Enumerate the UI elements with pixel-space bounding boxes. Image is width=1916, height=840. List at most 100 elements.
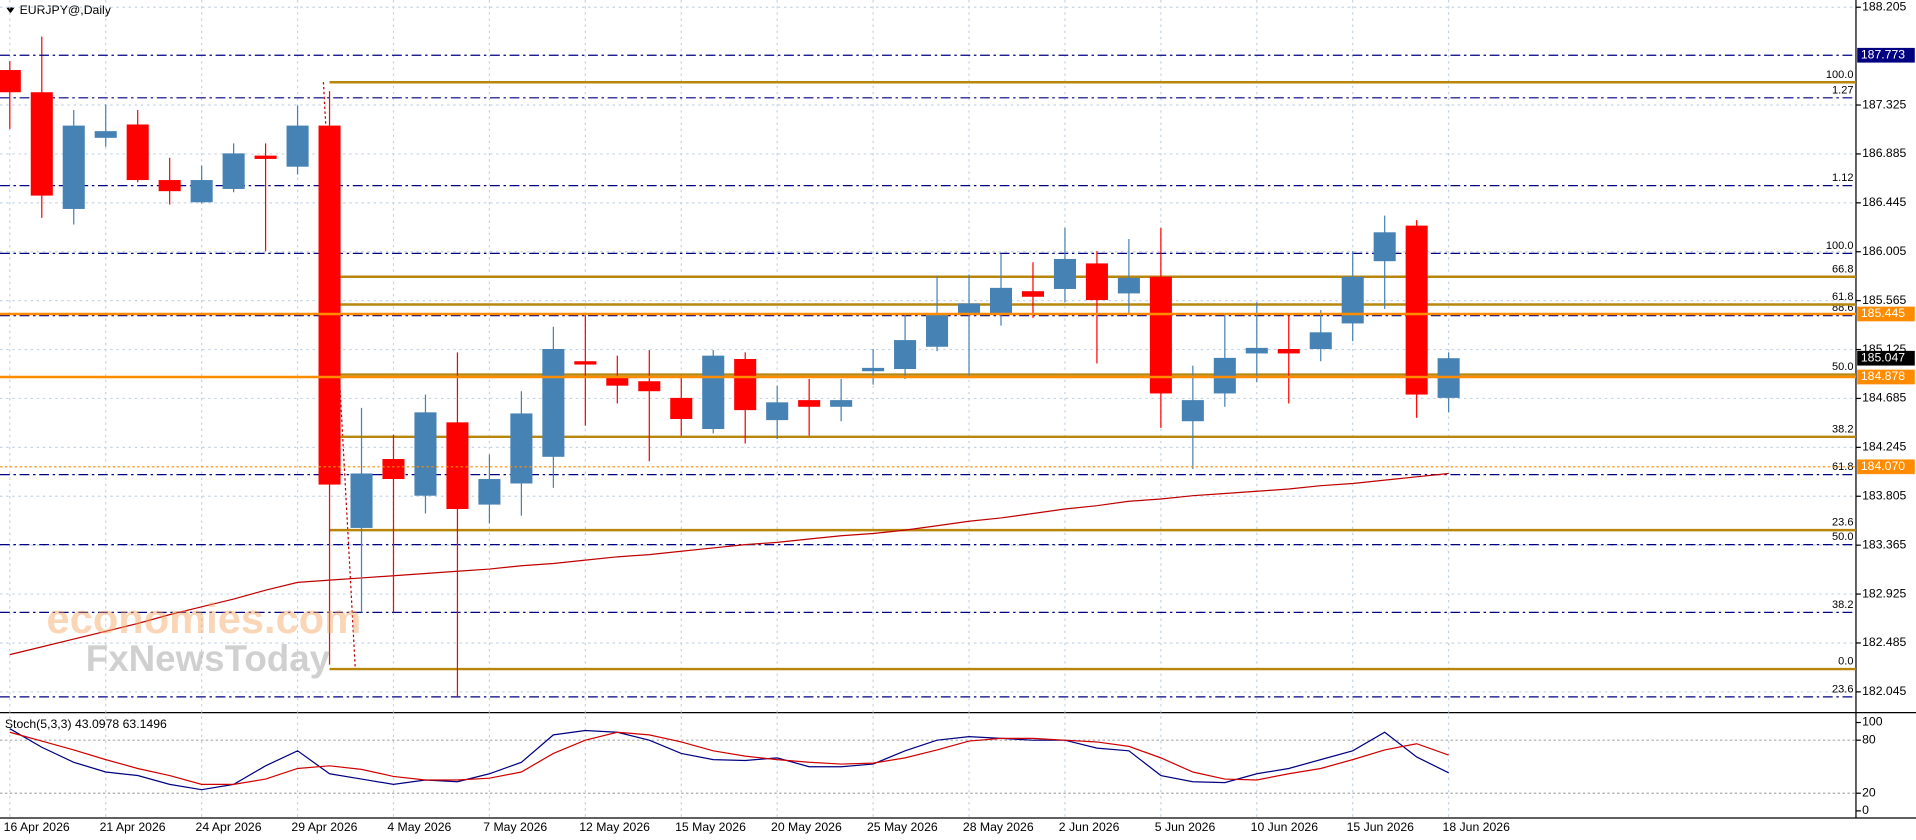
candle-body: [1181, 400, 1204, 422]
candle-body: [1053, 258, 1076, 289]
y-tick-label: 186.885: [1862, 146, 1906, 160]
candle-body: [350, 473, 373, 528]
y-tick-label: 184.685: [1862, 391, 1906, 405]
x-tick-label: 29 Apr 2026: [291, 820, 357, 834]
candle-body: [606, 376, 629, 386]
x-tick-label: 15 Jun 2026: [1347, 820, 1415, 834]
candle-body: [989, 287, 1013, 314]
y-tick-label: 185.565: [1862, 293, 1906, 307]
level-label: 38.2: [1832, 423, 1853, 435]
candle-body: [318, 125, 341, 485]
level-label: 66.8: [1832, 263, 1853, 275]
x-tick-label: 12 May 2026: [579, 820, 650, 834]
level-label: 100.0: [1826, 240, 1854, 252]
level-label: 61.8: [1832, 291, 1853, 303]
candle-body: [958, 303, 981, 314]
candle-body: [382, 459, 405, 480]
candle-body: [0, 70, 21, 93]
candle-body: [926, 314, 949, 347]
level-label: 23.6: [1832, 683, 1853, 695]
level-label: 50.0: [1832, 531, 1853, 543]
y-tick-label: 182.045: [1862, 684, 1906, 698]
candle-body: [1213, 357, 1236, 394]
level-label: 0.0: [1838, 656, 1853, 668]
candle-body: [830, 400, 853, 407]
level-label: 88.6: [1832, 302, 1853, 314]
indicator-title: Stoch(5,3,3) 43.0978 63.1496: [5, 717, 167, 731]
watermark-text: economies.com: [47, 595, 362, 642]
y-tick-label: 187.325: [1862, 97, 1906, 111]
x-tick-label: 21 Apr 2026: [100, 820, 166, 834]
candle-body: [1149, 276, 1172, 394]
candle-body: [1309, 332, 1332, 349]
menu-arrow[interactable]: [6, 7, 15, 14]
candle-body: [894, 340, 917, 369]
candle-body: [1085, 263, 1108, 301]
candle-body: [862, 367, 885, 372]
candle-body: [190, 180, 213, 203]
x-tick-label: 15 May 2026: [675, 820, 746, 834]
candle-body: [574, 361, 597, 365]
y-tick-label: 184.245: [1862, 440, 1906, 454]
candle-body: [702, 355, 725, 430]
watermark: economies.com FxNewsToday: [47, 595, 362, 679]
candle-body: [254, 155, 277, 159]
y-tick-label: 0: [1862, 803, 1869, 817]
candle-body: [1341, 276, 1364, 324]
price-tag-label: 185.047: [1861, 350, 1905, 364]
candle-body: [414, 412, 437, 496]
candle-body: [766, 402, 789, 421]
y-tick-label: 186.445: [1862, 195, 1906, 209]
candle-body: [1373, 232, 1396, 262]
price-tag: [1857, 369, 1915, 385]
candle-body: [158, 180, 181, 192]
level-label: 38.2: [1832, 599, 1853, 611]
moving-average: [9, 472, 1449, 656]
candle-body: [126, 124, 149, 181]
price-tag: [1857, 459, 1915, 475]
candle-body: [542, 348, 565, 457]
y-tick-label: 183.365: [1862, 537, 1906, 551]
x-tick-label: 25 May 2026: [867, 820, 938, 834]
x-tick-label: 4 May 2026: [387, 820, 451, 834]
candle-body: [798, 400, 821, 407]
price-tag-label: 184.070: [1861, 459, 1905, 473]
price-tag: [1857, 47, 1915, 63]
candle-body: [94, 131, 117, 138]
candle-body: [1245, 347, 1268, 354]
candle-body: [446, 422, 469, 510]
x-tick-label: 24 Apr 2026: [196, 820, 262, 834]
candle-body: [670, 397, 693, 420]
candle-body: [1277, 348, 1300, 354]
y-tick-label: 100: [1862, 715, 1883, 729]
candle-body: [510, 413, 533, 484]
candle-body: [734, 358, 757, 411]
price-tag: [1857, 350, 1915, 366]
x-tick-label: 5 Jun 2026: [1155, 820, 1216, 834]
indicator-line: [9, 728, 1449, 791]
x-tick-label: 18 Jun 2026: [1443, 820, 1511, 834]
candle-body: [1405, 225, 1428, 395]
chart-title: EURJPY@,Daily: [20, 3, 112, 17]
y-tick-label: 80: [1862, 732, 1876, 746]
y-tick-label: 183.805: [1862, 488, 1906, 502]
candle-body: [1021, 291, 1044, 297]
y-tick-label: 188.205: [1862, 0, 1906, 13]
x-tick-label: 28 May 2026: [963, 820, 1034, 834]
price-tag: [1857, 306, 1915, 322]
candle-body: [1117, 277, 1140, 294]
level-label: 1.27: [1832, 84, 1853, 96]
price-tag-label: 185.445: [1861, 306, 1905, 320]
indicator-line: [9, 731, 1449, 785]
x-tick-label: 7 May 2026: [483, 820, 547, 834]
price-tag-label: 184.878: [1861, 369, 1905, 383]
price-tag-label: 187.773: [1861, 47, 1905, 61]
x-tick-label: 16 Apr 2026: [4, 820, 70, 834]
level-label: 1.12: [1832, 172, 1853, 184]
y-tick-label: 186.005: [1862, 244, 1906, 258]
y-tick-label: 182.485: [1862, 635, 1906, 649]
x-tick-label: 2 Jun 2026: [1059, 820, 1120, 834]
x-tick-label: 20 May 2026: [771, 820, 842, 834]
watermark-text: FxNewsToday: [86, 638, 331, 679]
